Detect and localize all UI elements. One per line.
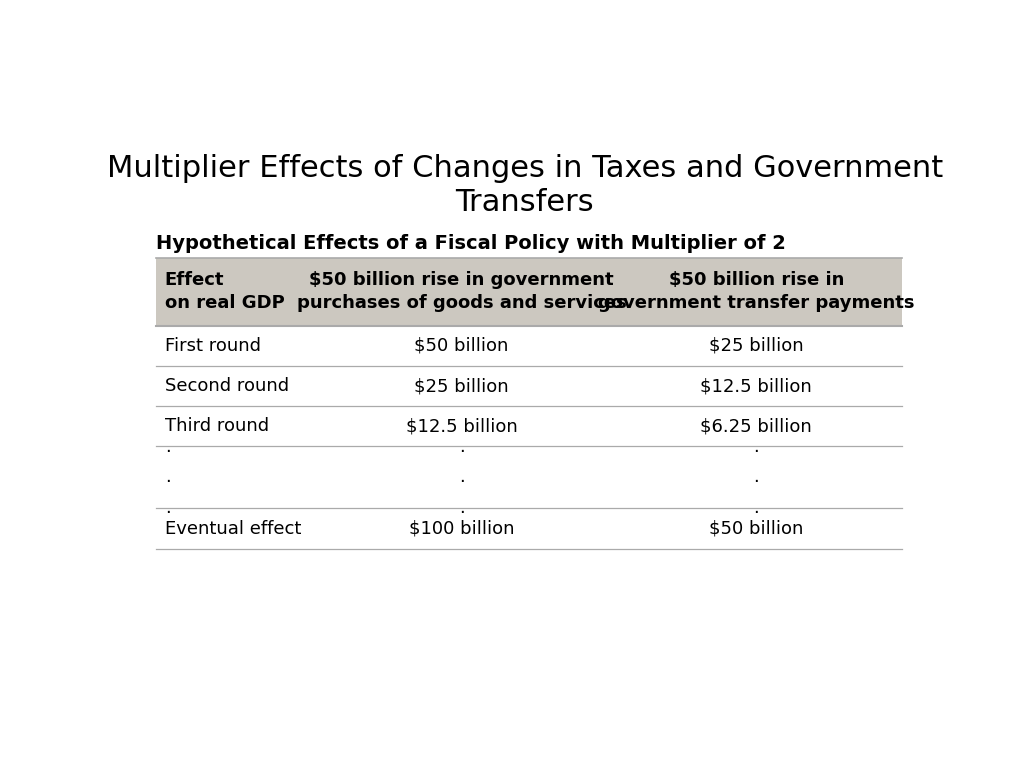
Text: $50 billion rise in
government transfer payments: $50 billion rise in government transfer …: [598, 271, 914, 313]
Text: $12.5 billion: $12.5 billion: [406, 417, 517, 435]
Text: First round: First round: [165, 337, 261, 355]
Text: $50 billion: $50 billion: [709, 520, 804, 538]
Text: $100 billion: $100 billion: [409, 520, 514, 538]
Text: Second round: Second round: [165, 377, 289, 395]
Text: $50 billion: $50 billion: [415, 337, 509, 355]
Text: $12.5 billion: $12.5 billion: [700, 377, 812, 395]
Bar: [156, 258, 902, 326]
Text: Multiplier Effects of Changes in Taxes and Government
Transfers: Multiplier Effects of Changes in Taxes a…: [106, 154, 943, 217]
Text: $6.25 billion: $6.25 billion: [700, 417, 812, 435]
Text: $25 billion: $25 billion: [415, 377, 509, 395]
Text: Hypothetical Effects of a Fiscal Policy with Multiplier of 2: Hypothetical Effects of a Fiscal Policy …: [156, 234, 785, 253]
Text: Effect
on real GDP: Effect on real GDP: [165, 271, 285, 313]
Text: $25 billion: $25 billion: [709, 337, 804, 355]
Text: .
.
.: . . .: [165, 438, 170, 517]
Text: $50 billion rise in government
purchases of goods and services: $50 billion rise in government purchases…: [297, 271, 627, 313]
Text: .
.
.: . . .: [459, 438, 465, 517]
Text: Third round: Third round: [165, 417, 269, 435]
Text: .
.
.: . . .: [754, 438, 759, 517]
Text: Eventual effect: Eventual effect: [165, 520, 301, 538]
